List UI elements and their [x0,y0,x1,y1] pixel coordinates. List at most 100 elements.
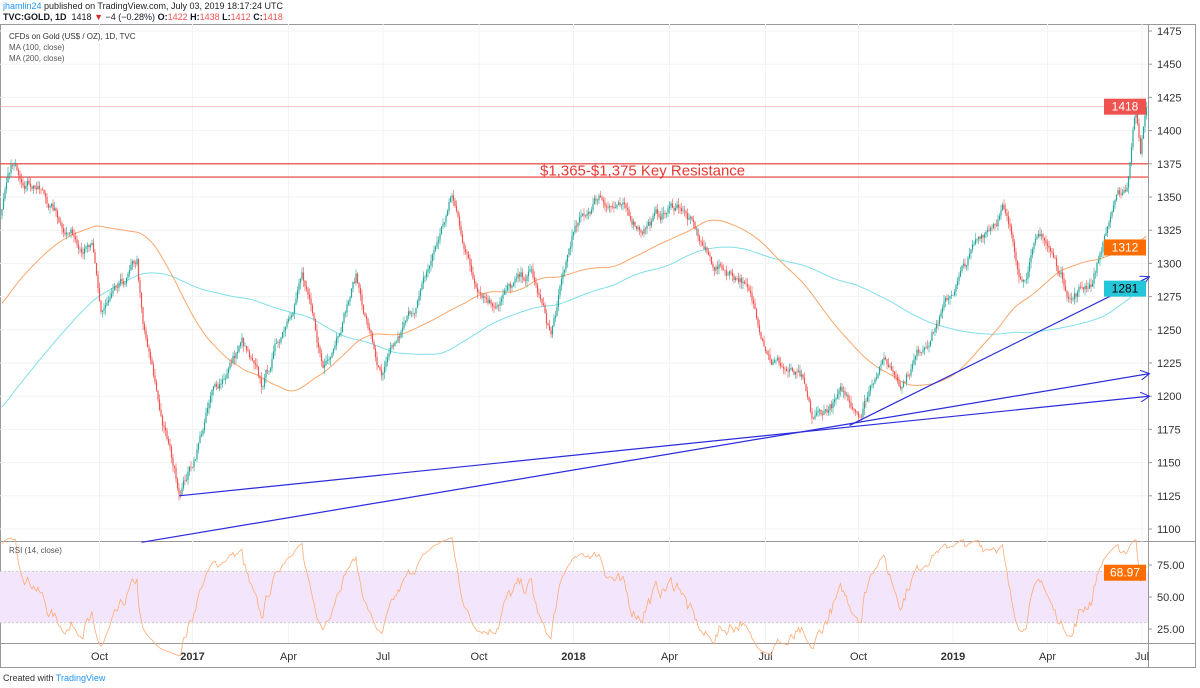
candle-body [581,213,584,216]
candle-body [289,317,291,319]
candle-body [452,195,455,201]
author-link[interactable]: jhamlin24 [3,1,42,11]
candle-body [796,371,798,373]
candle-body [415,308,417,314]
candle-body [1010,226,1013,235]
rsi-line [1,537,1147,656]
tradingview-logo[interactable]: TradingView [55,673,106,683]
candle-body [4,189,6,199]
candle-body [386,357,389,362]
candle-body [703,245,705,250]
ma200-line [1,246,1147,408]
candle-body [16,163,18,171]
candle-body [1120,194,1122,195]
candle-body [322,361,324,368]
legend-ma100[interactable]: MA (100, close) [9,43,65,52]
candle-body [164,427,167,431]
candle-body [1085,286,1088,289]
candle-body [959,270,962,277]
rsi-legend[interactable]: RSI (14, close) [9,546,62,555]
candle-body [974,239,977,244]
candle-body [64,232,66,235]
candle-body [662,212,665,214]
candle-body [413,313,416,314]
candle-body [995,225,998,226]
candle-body [541,298,543,304]
candle-body [134,263,137,265]
candle-body [1049,247,1052,252]
candle-body [1073,293,1076,299]
price-tick-label: 1450 [1157,59,1181,71]
candle-body [551,325,554,335]
candle-body [406,316,408,322]
publish-text: published on TradingView.com, July 03, 2… [44,1,284,11]
ma200-badge: 1281 [1112,282,1139,296]
candle-body [161,415,164,426]
candle-body [593,198,596,204]
candle-body [232,356,234,363]
candle-body [350,288,353,298]
candle-body [335,337,338,346]
candle-body [641,232,644,234]
candle-body [817,410,819,413]
legend-ma200[interactable]: MA (200, close) [9,54,65,63]
footer: Created with TradingView [3,673,105,683]
candle-body [485,297,488,299]
candle-body [731,272,734,276]
candle-body [530,269,533,270]
candle-body [709,254,711,257]
candle-body [1090,284,1092,287]
candle-body [724,270,726,271]
candle-body [683,210,686,212]
candle-body [647,221,650,226]
candle-body [149,351,152,360]
candle-body [398,336,401,338]
time-tick-label: 2018 [561,651,585,663]
candle-body [902,381,905,388]
candle-body [1061,272,1064,279]
candle-body [1130,147,1133,163]
candle-body [431,254,434,262]
candle-body [404,321,407,323]
trendline [849,277,1150,426]
candle-body [736,278,738,279]
candle-body [194,459,197,461]
candle-body [812,418,815,420]
candle-body [197,443,200,450]
candle-body [596,199,599,201]
candle-body [773,360,776,363]
candle-body [853,408,855,411]
candle-body [121,279,123,282]
candle-body [379,367,381,370]
candle-body [866,396,869,402]
candle-body [7,173,9,183]
candle-body [637,227,639,229]
candle-body [881,359,884,365]
candle-body [20,179,23,183]
candle-body [676,204,678,209]
candle-body [251,357,254,361]
candle-body [128,270,131,274]
candle-body [172,457,174,466]
candle-body [407,311,410,317]
candle-body [895,375,897,378]
candle-body [524,280,527,282]
candle-body [919,352,921,353]
candle-body [605,206,608,208]
candle-body [454,200,456,207]
candle-body [320,353,323,362]
candle-body [79,248,81,250]
candle-body [964,263,966,267]
candle-body [914,356,917,360]
candle-body [983,234,986,238]
candle-body [944,297,947,302]
candle-body [325,360,327,366]
candle-body [740,278,743,283]
candle-body [887,364,890,367]
candle-body [644,228,647,230]
rsi-badge-bg [1104,564,1146,581]
candle-body [821,414,824,415]
close-value: 1418 [262,12,283,22]
down-triangle-icon: ▼ [94,12,103,22]
